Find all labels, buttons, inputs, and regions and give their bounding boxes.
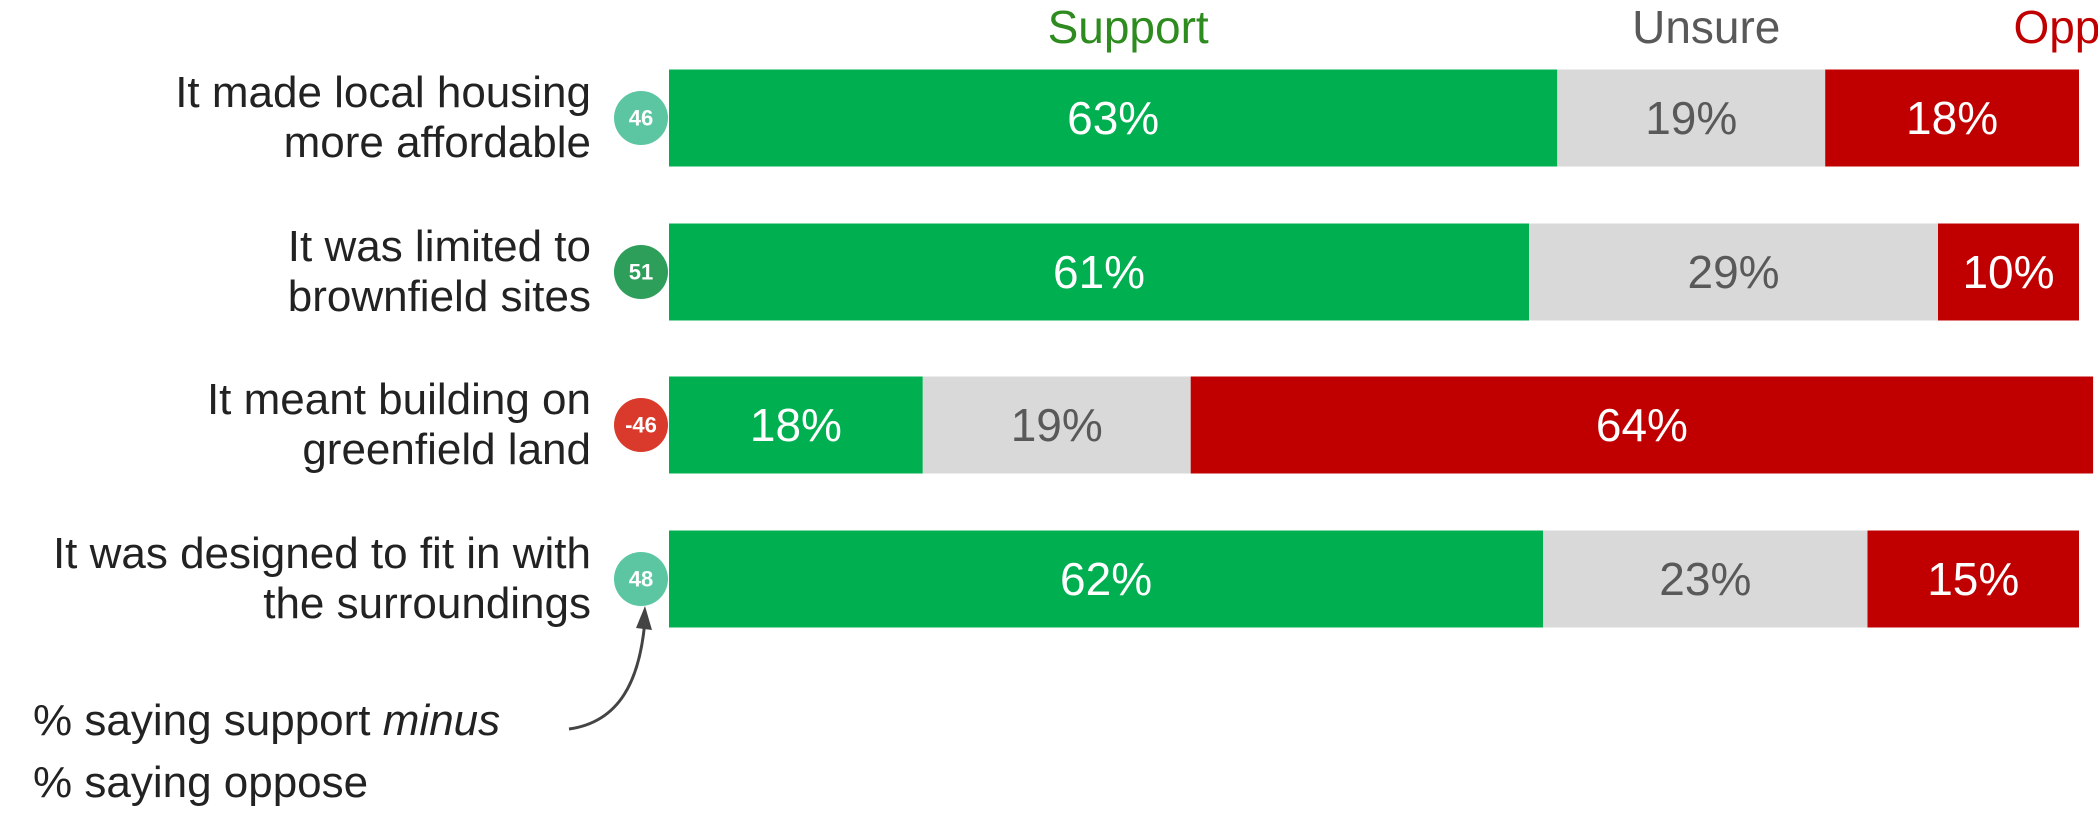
value-label: 29% (1688, 246, 1780, 298)
bar-segment (1557, 69, 1826, 167)
value-label: 62% (1060, 553, 1152, 605)
category-label: It was limited to brownfield sites (287, 222, 591, 321)
net-label: 46 (629, 106, 653, 131)
value-label: 15% (1927, 553, 2019, 605)
bar-segment (1190, 376, 2094, 474)
bar-segment (669, 530, 1544, 628)
value-label: 18% (1906, 92, 1998, 144)
net-label: -46 (625, 413, 657, 438)
annotation-arrowhead (636, 606, 652, 630)
annotation-text: % saying support (33, 696, 371, 745)
value-label: 61% (1053, 246, 1145, 298)
legend-label: Unsure (1632, 1, 1780, 53)
value-label: 18% (750, 399, 842, 451)
annotation-italic: minus (382, 696, 501, 745)
legend-label: Oppose (2013, 1, 2098, 53)
net-badge (614, 398, 668, 452)
bar-segment (1543, 530, 1868, 628)
category-label: It made local housing more affordable (175, 68, 591, 167)
legend-label: Support (1048, 1, 1209, 53)
bar-segment (1825, 69, 2079, 167)
net-label: 48 (629, 567, 653, 592)
value-label: 64% (1596, 399, 1688, 451)
net-badge (614, 245, 668, 299)
bar-segment (669, 69, 1558, 167)
category-label: It was designed to fit in with the surro… (52, 529, 591, 628)
annotation-text: % saying oppose (33, 758, 369, 807)
bar-segment (669, 223, 1530, 321)
annotation: % saying support minus % saying oppose (33, 690, 500, 814)
value-label: 19% (1645, 92, 1737, 144)
bar-segment (669, 376, 923, 474)
value-label: 23% (1659, 553, 1751, 605)
net-badge (614, 91, 668, 145)
value-label: 10% (1962, 246, 2054, 298)
bar-segment (1867, 530, 2079, 628)
bar-segment (1938, 223, 2079, 321)
value-label: 63% (1067, 92, 1159, 144)
net-badge (614, 552, 668, 606)
category-label: It meant building on greenfield land (206, 375, 591, 474)
annotation-arrow (568, 619, 647, 731)
bar-segment (1529, 223, 1938, 321)
net-label: 51 (629, 260, 653, 285)
bar-segment (922, 376, 1191, 474)
value-label: 19% (1011, 399, 1103, 451)
